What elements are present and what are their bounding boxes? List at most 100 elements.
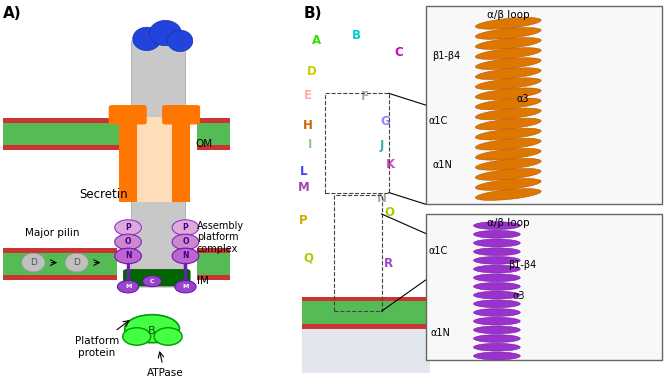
Ellipse shape	[474, 317, 520, 325]
FancyBboxPatch shape	[137, 117, 172, 202]
Ellipse shape	[474, 335, 520, 342]
Ellipse shape	[476, 118, 541, 130]
Text: O: O	[385, 205, 394, 219]
Text: C: C	[150, 279, 154, 284]
Text: R: R	[384, 257, 393, 270]
FancyBboxPatch shape	[302, 300, 430, 313]
Ellipse shape	[21, 253, 45, 272]
FancyBboxPatch shape	[3, 275, 117, 280]
Text: H: H	[303, 119, 313, 132]
Text: Q: Q	[303, 251, 313, 264]
FancyBboxPatch shape	[119, 117, 137, 202]
FancyBboxPatch shape	[172, 117, 190, 202]
Circle shape	[175, 280, 196, 293]
Text: ATPase: ATPase	[147, 368, 183, 378]
Text: Secretin: Secretin	[80, 188, 128, 201]
Bar	[325, 93, 389, 193]
Ellipse shape	[154, 328, 182, 345]
FancyBboxPatch shape	[197, 118, 230, 123]
Text: D: D	[30, 258, 37, 267]
Ellipse shape	[474, 274, 520, 282]
Circle shape	[117, 280, 139, 293]
Ellipse shape	[149, 21, 181, 46]
Text: α1N: α1N	[430, 328, 450, 338]
FancyBboxPatch shape	[302, 327, 430, 373]
FancyBboxPatch shape	[3, 145, 123, 150]
Ellipse shape	[476, 108, 541, 120]
FancyBboxPatch shape	[302, 313, 430, 327]
FancyBboxPatch shape	[3, 118, 123, 123]
Text: E: E	[304, 89, 312, 102]
Ellipse shape	[474, 282, 520, 290]
FancyBboxPatch shape	[3, 251, 117, 265]
Ellipse shape	[133, 27, 161, 51]
Text: I: I	[308, 138, 312, 151]
FancyBboxPatch shape	[3, 265, 117, 278]
Text: B: B	[352, 28, 362, 42]
FancyBboxPatch shape	[162, 105, 200, 124]
FancyBboxPatch shape	[426, 6, 662, 204]
Text: N: N	[182, 251, 189, 261]
Text: K: K	[386, 158, 396, 171]
FancyBboxPatch shape	[197, 251, 230, 265]
FancyBboxPatch shape	[302, 297, 430, 301]
Ellipse shape	[476, 98, 541, 110]
Text: α1C: α1C	[428, 116, 448, 126]
FancyBboxPatch shape	[197, 145, 230, 150]
Ellipse shape	[474, 265, 520, 273]
Text: C: C	[394, 46, 404, 59]
Text: L: L	[299, 165, 307, 179]
Text: α3: α3	[517, 94, 530, 104]
Ellipse shape	[474, 352, 520, 360]
Ellipse shape	[476, 58, 541, 70]
FancyBboxPatch shape	[123, 270, 190, 286]
Text: G: G	[381, 115, 390, 128]
Ellipse shape	[476, 28, 541, 39]
Text: M: M	[298, 181, 310, 194]
Ellipse shape	[123, 328, 151, 345]
Ellipse shape	[125, 315, 179, 343]
Ellipse shape	[474, 222, 520, 230]
FancyBboxPatch shape	[197, 265, 230, 278]
Ellipse shape	[474, 326, 520, 334]
Circle shape	[172, 234, 199, 250]
Text: Platform
protein: Platform protein	[75, 336, 119, 358]
Ellipse shape	[476, 128, 541, 140]
Text: α1C: α1C	[428, 246, 448, 256]
Ellipse shape	[474, 230, 520, 238]
FancyBboxPatch shape	[3, 121, 123, 134]
Ellipse shape	[476, 138, 541, 150]
Text: P: P	[299, 214, 307, 228]
Text: Major pilin: Major pilin	[25, 228, 79, 238]
Ellipse shape	[474, 291, 520, 299]
FancyBboxPatch shape	[131, 40, 185, 287]
FancyBboxPatch shape	[197, 121, 230, 134]
Text: α/β loop: α/β loop	[487, 10, 530, 20]
Ellipse shape	[474, 239, 520, 247]
FancyBboxPatch shape	[3, 248, 117, 253]
Text: IM: IM	[197, 276, 209, 286]
Text: β1-β4: β1-β4	[432, 51, 460, 61]
Text: α1N: α1N	[432, 160, 452, 170]
Ellipse shape	[476, 38, 541, 49]
Text: N: N	[377, 192, 386, 205]
Text: O: O	[182, 237, 189, 247]
Circle shape	[172, 220, 199, 235]
Text: P: P	[183, 223, 188, 232]
Text: D: D	[307, 65, 317, 79]
Text: Assembly
platform
complex: Assembly platform complex	[197, 221, 244, 254]
Text: OM: OM	[195, 139, 213, 149]
Text: A: A	[312, 34, 321, 47]
Ellipse shape	[474, 343, 520, 351]
Text: D: D	[73, 258, 80, 267]
Text: α/β loop: α/β loop	[487, 218, 530, 228]
Circle shape	[143, 276, 161, 287]
Text: B): B)	[303, 6, 322, 21]
Ellipse shape	[476, 18, 541, 29]
Ellipse shape	[474, 308, 520, 316]
FancyBboxPatch shape	[302, 324, 430, 329]
Ellipse shape	[65, 253, 88, 272]
Text: M: M	[182, 284, 189, 289]
Circle shape	[115, 220, 141, 235]
Circle shape	[115, 248, 141, 264]
